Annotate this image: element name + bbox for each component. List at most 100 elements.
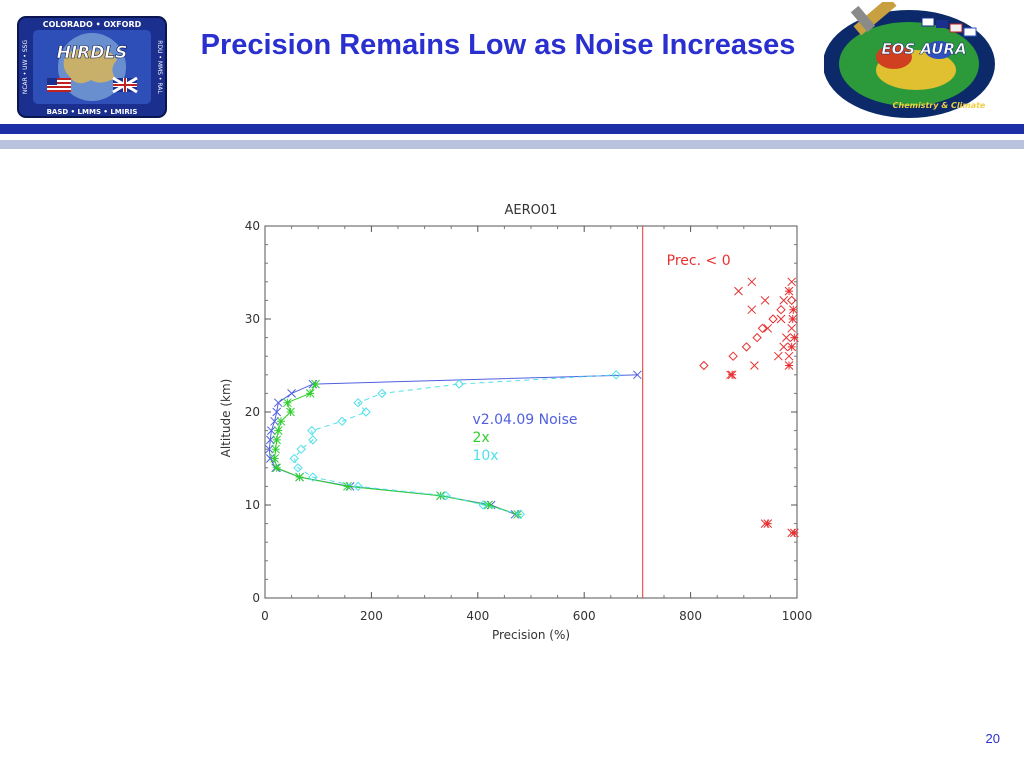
data-point-asterisk [789, 333, 799, 342]
data-point-diamond [699, 360, 709, 371]
data-point-diamond [293, 463, 303, 473]
header-band-light [0, 140, 1024, 149]
data-point-diamond [441, 490, 451, 501]
legend-v2-noise: v2.04.09 Noise [472, 412, 577, 428]
hirdls-bottom-text: BASD • LMMS • LMIRIS [47, 108, 138, 116]
legend-10x: 10x [472, 448, 498, 464]
x-axis-label: Precision (%) [492, 628, 570, 642]
y-tick-label: 10 [245, 498, 260, 512]
data-point-x [267, 426, 276, 435]
data-point-asterisk [513, 509, 523, 519]
data-point-diamond [757, 323, 768, 334]
data-point-diamond [337, 416, 347, 427]
y-tick-label: 30 [245, 312, 260, 326]
data-point-asterisk [484, 500, 493, 510]
data-point-x [747, 277, 757, 287]
data-point-asterisk [286, 407, 295, 417]
data-point-asterisk [727, 370, 737, 380]
data-point-x [787, 277, 797, 287]
data-point-x [760, 296, 770, 305]
slide-title: Precision Remains Low as Noise Increases [200, 29, 796, 61]
data-point-asterisk [784, 286, 794, 296]
data-point-diamond [478, 500, 488, 510]
us-flag-icon [47, 78, 71, 92]
data-point-x [750, 361, 759, 370]
data-point-diamond [728, 351, 738, 361]
data-point-x [270, 416, 279, 426]
data-point-diamond [454, 379, 464, 389]
data-point-x [763, 323, 773, 333]
data-point-x [734, 286, 743, 296]
data-point-diamond [296, 444, 306, 454]
chart-title: AERO01 [505, 203, 558, 218]
data-point-asterisk [273, 426, 283, 435]
series-line-2 [293, 374, 617, 515]
data-point-x [273, 398, 283, 408]
eos-aura-name: EOS AURA [881, 40, 966, 58]
flags-icon [921, 17, 977, 37]
x-tick-label: 600 [573, 609, 596, 623]
data-point-x [272, 407, 282, 417]
precision-chart: AERO01 Precision (%) Altitude (km) Prec.… [210, 198, 830, 648]
x-tick-label: 200 [360, 609, 383, 623]
data-point-asterisk [311, 379, 320, 389]
data-point-x [782, 333, 791, 342]
data-point-x [776, 314, 786, 324]
data-point-diamond [786, 295, 797, 306]
satellite-icon [850, 0, 897, 36]
data-point-diamond [307, 425, 317, 436]
legend-2x: 2x [472, 430, 489, 446]
x-tick-label: 400 [466, 609, 489, 623]
data-point-x [633, 370, 642, 380]
data-point-x [265, 454, 275, 463]
data-point-asterisk [282, 398, 292, 408]
hirdls-left-text: NCAR • UW • SSG [22, 40, 29, 95]
data-point-diamond [353, 397, 363, 408]
negative-precision-annotation: Prec. < 0 [667, 253, 731, 269]
y-tick-label: 20 [245, 405, 260, 419]
data-point-x [779, 296, 789, 305]
data-point-diamond [515, 509, 526, 520]
x-tick-label: 800 [679, 609, 702, 623]
data-point-asterisk [436, 491, 445, 501]
data-point-diamond [308, 472, 318, 482]
data-point-diamond [289, 453, 299, 464]
eos-aura-sub-text: Chemistry & Climate [893, 101, 986, 110]
data-point-asterisk [787, 342, 797, 352]
data-point-asterisk [343, 482, 352, 491]
hirdls-name: HIRDLS [57, 43, 128, 63]
data-point-asterisk [305, 389, 315, 398]
data-point-asterisk [784, 361, 794, 370]
data-point-asterisk [789, 528, 799, 538]
data-point-x [784, 351, 794, 361]
data-point-diamond [611, 370, 621, 380]
data-point-diamond [377, 388, 387, 399]
data-point-diamond [752, 332, 762, 343]
data-point-x [264, 444, 274, 454]
data-point-diamond [361, 407, 371, 417]
hirdls-logo: COLORADO • OXFORD BASD • LMMS • LMIRIS N… [17, 16, 167, 118]
y-tick-label: 0 [252, 591, 260, 605]
y-tick-label: 40 [245, 219, 260, 233]
y-axis-label: Altitude (km) [219, 379, 233, 458]
data-point-asterisk [272, 435, 282, 445]
data-point-x [287, 389, 296, 398]
data-point-diamond [776, 304, 786, 315]
data-point-diamond [353, 481, 363, 492]
eos-aura-logo: EOS AURA Chemistry & Climate [823, 0, 1004, 120]
data-point-diamond [741, 342, 752, 352]
data-point-asterisk [788, 314, 798, 324]
data-point-asterisk [271, 444, 280, 454]
page-number: 20 [985, 731, 1000, 746]
data-point-asterisk [272, 463, 282, 473]
data-point-asterisk [295, 472, 304, 482]
x-tick-label: 1000 [782, 609, 813, 623]
x-tick-label: 0 [261, 609, 269, 623]
hirdls-top-text: COLORADO • OXFORD [43, 20, 142, 29]
data-point-diamond [308, 435, 318, 445]
data-point-asterisk [788, 305, 798, 315]
uk-flag-icon [112, 76, 138, 94]
series-line-0 [268, 374, 638, 515]
data-point-asterisk [270, 454, 279, 463]
data-point-x [774, 351, 783, 361]
